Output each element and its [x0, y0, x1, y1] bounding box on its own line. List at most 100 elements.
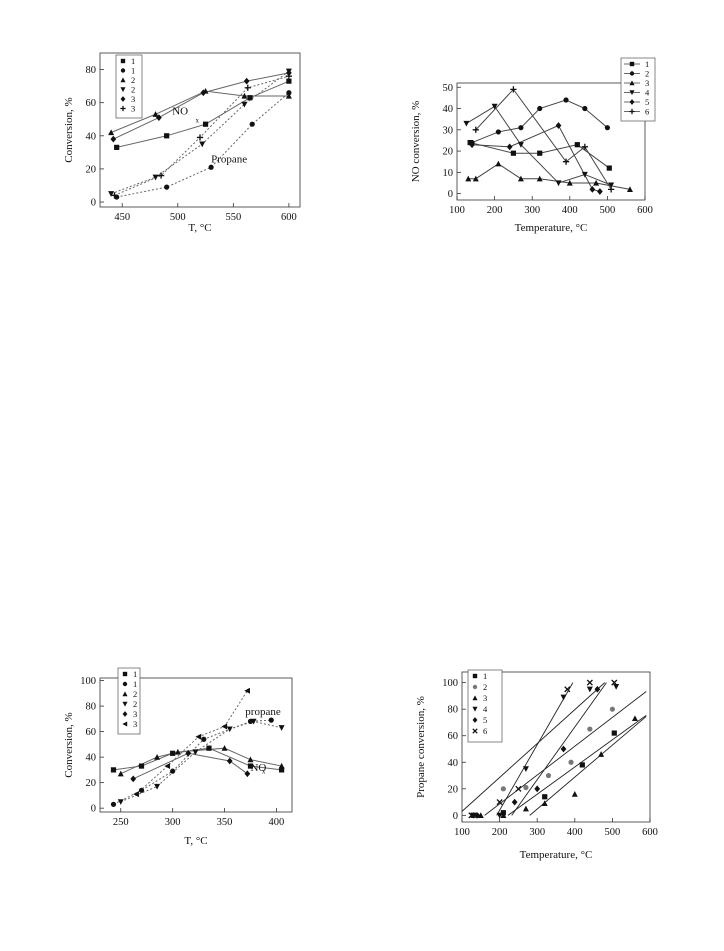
chart3-data-point: [244, 770, 251, 778]
chart1-data-point: [286, 69, 292, 77]
chart4-legend-label: 3: [483, 693, 487, 703]
chart1-data-point: [110, 135, 117, 143]
chart3-legend-label: 1: [133, 679, 137, 689]
chart2-x-tick-label: 200: [487, 205, 503, 216]
chart3-data-point: [110, 801, 117, 807]
chart3-data-point: [226, 726, 233, 733]
chart2-data-point: [626, 186, 633, 192]
chart3-data-point: [226, 757, 233, 765]
chart3-y-tick-label: 20: [86, 778, 97, 789]
chart3-legend-marker: [122, 711, 128, 717]
chart2-y-tick-label: 40: [443, 104, 454, 115]
chart4-series-fit-line: [461, 682, 606, 812]
chart4-data-point: [609, 706, 615, 712]
chart4-y-tick-label: 80: [448, 705, 459, 716]
chart4-data-point: [511, 798, 518, 806]
chart2-data-point: [582, 105, 588, 112]
chart2-data-point: [491, 103, 498, 110]
chart2-data-point: [574, 142, 580, 148]
chart2-series-line: [466, 105, 612, 186]
chart-top-left-svg: 450 500 550 600 0 20 40 60 80 T, °C Conversion, % N…: [63, 52, 301, 234]
chart1-data-point: [241, 92, 248, 99]
chart1-y-tick-label: 0: [91, 198, 96, 209]
chart4-series-fit-line: [496, 682, 574, 816]
chart2-legend-marker: [629, 61, 635, 67]
chart1-data-point: [156, 114, 162, 121]
chart1-data-point: [157, 172, 165, 179]
chart1-y-tick-label: 80: [86, 65, 97, 76]
chart3-data-point: [192, 749, 199, 756]
chart4-y-tick-label: 60: [448, 731, 459, 742]
chart4-legend-marker: [472, 717, 478, 723]
chart3-legend-marker: [122, 701, 128, 707]
chart2-data-point: [536, 175, 543, 182]
chart1-x-tick-label: 600: [281, 212, 297, 223]
chart4-x-tick-label: 400: [567, 827, 583, 838]
chart1-data-point: [249, 121, 255, 127]
chart3-data-points: [110, 687, 285, 807]
chart2-series-lines: [466, 88, 631, 192]
chart2-legend-marker: [629, 90, 635, 96]
chart3-x-tick-label: 250: [113, 817, 129, 828]
chart1-legend-marker: [120, 87, 126, 93]
chart2-legend-label: 3: [645, 78, 649, 88]
chart2-data-point: [563, 97, 569, 103]
chart-bottom-left-svg: 250 300 350 400 0 20 40 60 80 100 T, °C Conversion,…: [63, 667, 293, 847]
chart3-y-tick-label: 60: [86, 727, 97, 738]
chart4-series-fit-line: [507, 714, 647, 816]
chart1-legend-label: 1: [131, 56, 135, 66]
chart1-data-point: [152, 111, 159, 117]
chart4-data-points: [468, 679, 638, 819]
chart4-x-tick-label: 600: [642, 827, 658, 838]
chart4-data-point: [474, 811, 480, 819]
chart3-data-point: [133, 791, 139, 798]
chart1-data-point: [285, 73, 293, 80]
chart4-data-point: [500, 812, 507, 818]
chart4-legend-label: 5: [483, 715, 487, 725]
chart4-series-fit-line: [511, 682, 607, 816]
chart-bottom-left: 250 300 350 400 0 20 40 60 80 100 T, °C Conversion,…: [60, 660, 305, 865]
chart3-data-point: [221, 723, 228, 730]
chart3-plot-frame: [99, 677, 293, 813]
chart2-y-tick-label: 30: [443, 125, 454, 136]
chart2-data-point: [581, 143, 588, 150]
chart4-data-point: [611, 730, 617, 736]
chart2-y-tick-label: 0: [448, 189, 453, 200]
chart3-data-point: [154, 783, 161, 790]
chart4-series-fit-line: [529, 716, 647, 816]
chart4-series-lines: [461, 682, 647, 816]
chart4-y-tick-label: 100: [442, 678, 458, 689]
chart2-legend-marker: [629, 71, 635, 76]
chart1-data-point: [108, 129, 115, 136]
chart1-annotation: NO: [172, 105, 188, 117]
chart2-data-point: [589, 185, 596, 193]
chart3-data-point: [130, 775, 137, 783]
chart2-data-point: [517, 175, 524, 182]
chart3-data-point: [279, 767, 285, 773]
chart1-series-line: [116, 92, 290, 198]
chart4-data-point: [468, 812, 475, 819]
chart1-y-tick-label: 20: [86, 164, 97, 175]
chart3-legend-label: 3: [133, 709, 137, 719]
chart4-data-point: [522, 766, 529, 773]
chart1-legend-marker: [120, 77, 126, 83]
chart2-data-point: [604, 125, 610, 131]
chart3-data-point: [221, 745, 228, 751]
chart3-data-point: [195, 733, 202, 740]
chart2-data-point: [518, 125, 524, 131]
chart1-y-axis-title: Conversion, %: [63, 97, 75, 162]
chart3-data-point: [170, 768, 176, 774]
chart4-y-tick-label: 0: [453, 811, 458, 822]
chart4-data-point: [571, 791, 578, 797]
chart3-data-point: [117, 770, 124, 777]
chart3-data-point: [247, 763, 254, 769]
chart2-data-point: [537, 105, 543, 112]
chart4-x-tick-label: 200: [492, 827, 508, 838]
chart2-data-point: [562, 158, 570, 165]
chart-top-left: 450 500 550 600 0 20 40 60 80 T, °C Conversion, % N…: [60, 45, 305, 240]
chart4-data-point: [611, 679, 618, 686]
chart3-legend-label: 2: [133, 699, 137, 709]
chart4-data-point: [564, 686, 571, 693]
chart4-data-point: [541, 800, 548, 807]
chart2-data-point: [537, 150, 543, 156]
